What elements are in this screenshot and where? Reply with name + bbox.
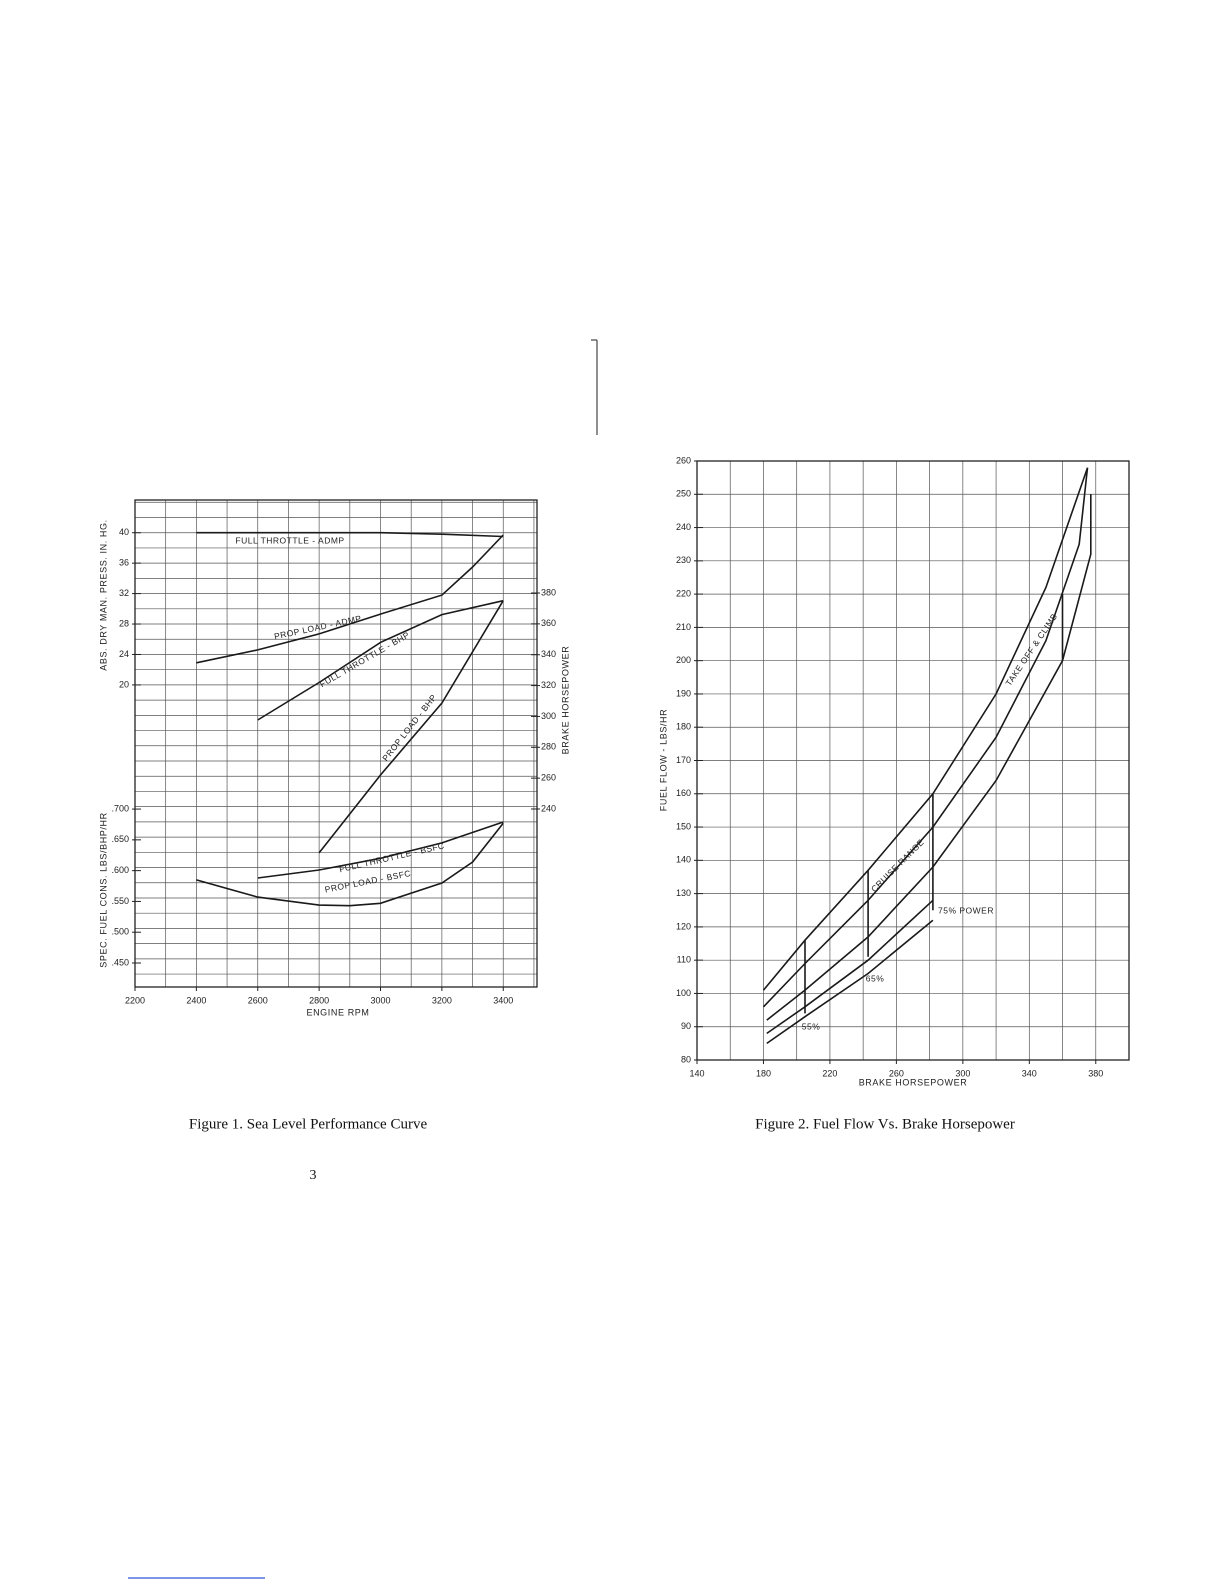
y-tick-label: 180 [676, 722, 691, 732]
y-tick-label: 230 [676, 555, 691, 565]
x-tick-label: 2400 [186, 995, 206, 1005]
x-tick-label: 140 [689, 1068, 704, 1078]
curve-label: FULL THROTTLE - BSFC [338, 840, 445, 874]
axis-title: ABS. DRY MAN. PRESS. IN. HG. [98, 519, 108, 671]
axis-title: FUEL FLOW - LBS/HR [658, 709, 668, 811]
y-tick-label: 24 [119, 649, 129, 659]
curve [762, 467, 1089, 1008]
y-tick-label: 260 [541, 773, 556, 783]
x-tick-label: 2200 [125, 995, 145, 1005]
y-tick-label: 260 [676, 455, 691, 465]
annotation: CRUISE RANGE [869, 837, 926, 894]
y-tick-label: 190 [676, 688, 691, 698]
x-tick-label: 260 [889, 1068, 904, 1078]
y-tick-label: 32 [119, 588, 129, 598]
curve [766, 919, 934, 1045]
y-tick-label: .700 [111, 803, 129, 813]
y-tick-label: 340 [541, 649, 556, 659]
annotation: TAKE OFF & CLIMB [1003, 611, 1059, 687]
curve [766, 494, 1092, 1021]
y-tick-label: 20 [119, 679, 129, 689]
curve [766, 899, 934, 1035]
y-tick-label: 210 [676, 622, 691, 632]
y-tick-label: 120 [676, 921, 691, 931]
x-tick-label: 180 [756, 1068, 771, 1078]
x-tick-label: 2600 [248, 995, 268, 1005]
figure-caption: Figure 1. Sea Level Performance Curve [189, 1116, 428, 1132]
y-tick-label: 150 [676, 821, 691, 831]
plot-frame [134, 499, 538, 988]
x-tick-label: 340 [1022, 1068, 1037, 1078]
x-tick-label: 3400 [493, 995, 513, 1005]
curve-label: PROP LOAD - BSFC [324, 868, 412, 895]
curve-label: FULL THROTTLE - BHP [318, 630, 411, 690]
curve [762, 467, 1089, 991]
x-tick-label: 300 [955, 1068, 970, 1078]
annotation: 75% POWER [938, 905, 994, 915]
curve [196, 531, 504, 538]
axis-title: BRAKE HORSEPOWER [859, 1077, 968, 1087]
y-tick-label: 110 [677, 955, 691, 965]
y-tick-label: .450 [111, 957, 129, 967]
y-tick-label: 200 [676, 655, 691, 665]
y-tick-label: 28 [119, 618, 129, 628]
y-tick-label: 36 [119, 558, 129, 568]
y-tick-label: 170 [676, 755, 691, 765]
curve [257, 599, 504, 721]
curve-label: FULL THROTTLE - ADMP [235, 535, 344, 545]
y-tick-label: 380 [541, 587, 556, 597]
y-tick-label: 40 [119, 527, 129, 537]
x-tick-label: 220 [822, 1068, 837, 1078]
axis-title: BRAKE HORSEPOWER [560, 646, 570, 755]
y-tick-label: 320 [541, 680, 556, 690]
axis-title: ENGINE RPM [306, 1007, 369, 1017]
y-tick-label: 140 [676, 855, 691, 865]
plot-frame [696, 460, 1130, 1061]
curve [318, 600, 504, 854]
figure-caption: Figure 2. Fuel Flow Vs. Brake Horsepower [755, 1116, 1015, 1132]
y-tick-label: 240 [676, 522, 691, 532]
curve-label: PROP LOAD - BHP [380, 692, 438, 763]
curve [196, 534, 504, 664]
curve-label: PROP LOAD - ADMP [273, 613, 362, 641]
x-tick-label: 3000 [370, 995, 390, 1005]
x-tick-label: 3200 [432, 995, 452, 1005]
y-tick-label: 250 [676, 489, 691, 499]
x-tick-label: 2800 [309, 995, 329, 1005]
y-tick-label: 220 [676, 588, 691, 598]
annotation: 55% [802, 1021, 821, 1031]
y-tick-label: 90 [681, 1021, 691, 1031]
y-tick-label: 240 [541, 803, 556, 813]
y-tick-label: 280 [541, 742, 556, 752]
y-tick-label: 160 [676, 788, 691, 798]
y-tick-label: 80 [681, 1054, 691, 1064]
y-tick-label: 300 [541, 711, 556, 721]
y-tick-label: 100 [676, 988, 691, 998]
y-tick-label: .550 [111, 896, 129, 906]
curve [257, 821, 504, 879]
page-number: 3 [310, 1168, 317, 1183]
y-tick-label: .500 [111, 927, 129, 937]
y-tick-label: 130 [676, 888, 691, 898]
y-tick-label: .650 [111, 834, 129, 844]
y-tick-label: .600 [111, 865, 129, 875]
axis-title: SPEC. FUEL CONS. LBS/BHP/HR [98, 812, 108, 967]
curve [196, 822, 504, 907]
annotation: 65% [866, 973, 885, 983]
x-tick-label: 380 [1088, 1068, 1103, 1078]
y-tick-label: 360 [541, 618, 556, 628]
